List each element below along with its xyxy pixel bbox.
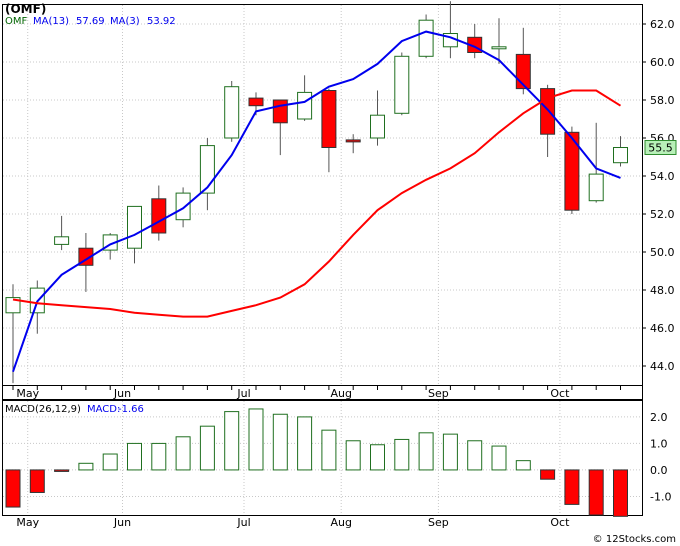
price-x-label: Jun [113,387,131,400]
macd-y-tick-label: 0.0 [650,464,668,477]
macd-bar [54,469,70,472]
macd-bar [467,440,483,471]
last-price-label: 55.5 [648,142,673,155]
macd-y-tick-label: 1.0 [650,437,668,450]
price-y-tick-label: 48.0 [650,284,675,297]
price-y-tick-label: 62.0 [650,18,675,31]
macd-legend: MACD(26,12,9) MACD: -1.66 [5,404,144,415]
macd-bar [418,432,434,471]
price-x-label: Oct [550,387,570,400]
macd-x-label: Jun [113,516,131,529]
price-y-tick-label: 60.0 [650,56,675,69]
macd-bar [321,429,337,471]
price-y-tick-label: 44.0 [650,360,675,373]
candle-body [564,131,580,211]
macd-bar [394,438,410,471]
macd-bar [248,408,264,471]
macd-bar [588,469,604,516]
macd-bar [29,469,45,493]
candle-body [175,192,191,221]
price-y-tick-label: 58.0 [650,94,675,107]
chart-title: (OMF) [5,2,46,16]
macd-bar [272,413,288,471]
macd-bar [127,442,142,471]
candle-body [127,205,142,249]
macd-bar [151,442,167,471]
macd-x-label: May [16,516,39,529]
macd-bar [175,436,191,471]
macd-bar [442,433,458,471]
moving-average-lines [12,30,622,373]
legend-ma3-value: 53.92 [147,16,176,27]
macd-y-tick-label: -1.0 [650,490,671,503]
price-x-label: Aug [330,387,351,400]
legend-ma13-value: 57.69 [76,16,105,27]
legend-ma13-label: MA(13) [33,16,69,27]
macd-bar [613,469,628,517]
candle-body [321,90,337,148]
macd-x-label: Aug [330,516,351,529]
macd-bar [370,444,385,471]
macd-legend-value: -1.66 [118,404,144,415]
macd-x-labels: May Jun Jul Aug Sep Oct [16,516,570,529]
candle-body [224,86,240,139]
price-x-label: Jul [236,387,250,400]
last-price-badge: 55.5 [644,140,677,155]
price-y-tick-label: 54.0 [650,170,675,183]
macd-y-tick-label: 2.0 [650,411,668,424]
macd-bar [199,425,215,471]
candle-body [248,97,264,107]
price-y-tick-label: 52.0 [650,208,675,221]
macd-x-label: Jul [236,516,250,529]
macd-bar [540,469,556,480]
macd-bar [345,440,361,471]
price-x-label: Sep [428,387,449,400]
price-grid [3,5,642,390]
macd-bar [515,460,531,471]
macd-legend-label: MACD: [87,404,120,415]
watermark: © 12Stocks.com [593,534,676,545]
macd-y-ticks: 2.0 1.0 0.0 -1.0 [650,411,671,504]
candle-body [272,99,288,124]
macd-bar [297,416,313,471]
macd-bar [102,453,118,471]
price-y-tick-label: 50.0 [650,246,675,259]
ma-line-ma13 [12,30,621,373]
macd-bar [5,469,21,508]
macd-x-label: Oct [550,516,570,529]
candle-body [613,147,628,164]
macd-x-label: Sep [428,516,449,529]
candle-body [297,91,313,120]
price-date-axis [2,385,643,400]
candle-body [394,55,410,114]
candle-body [54,236,70,245]
macd-grid [3,401,642,515]
candle-body [151,198,167,234]
candle-body [5,297,21,314]
candle-body [588,173,604,202]
macd-bar [564,469,580,505]
candle-body [491,46,507,50]
macd-bar [491,445,507,471]
legend-ma3-label: MA(3) [110,16,140,27]
price-y-tick-label: 46.0 [650,322,675,335]
macd-bar [224,411,240,471]
candle-body [370,114,385,139]
price-x-label: May [16,387,39,400]
price-legend: OMF MA(13) 57.69 MA(3) 53.92 [5,16,176,27]
macd-bars [5,408,628,517]
candle-body [418,19,434,57]
candle-body [540,88,556,135]
price-panel [2,4,643,386]
price-y-ticks: 44.046.048.050.052.054.056.058.060.062.0 [642,18,675,373]
ma-line-ma3 [12,89,622,318]
price-x-labels: May Jun Jul Aug Sep Oct [16,387,570,400]
legend-omf: OMF [5,16,27,27]
macd-title: MACD(26,12,9) [5,404,81,415]
macd-bar [78,462,94,471]
candle-body [345,139,361,143]
